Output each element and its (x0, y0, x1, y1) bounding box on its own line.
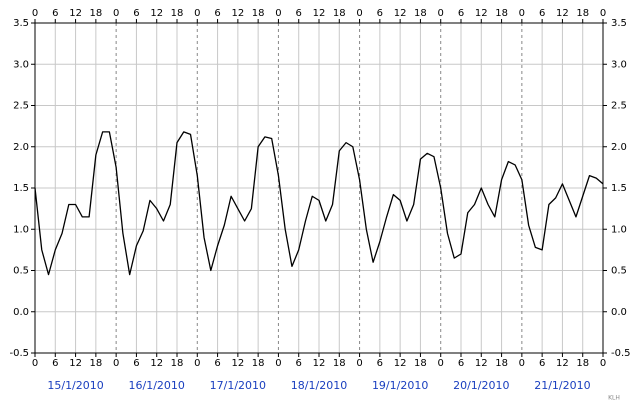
x-tick-label: 12 (313, 8, 326, 19)
x-tick-label: 18 (89, 8, 102, 19)
x-tick-label: 18 (252, 8, 265, 19)
x-tick-label: 18 (171, 8, 184, 19)
x-tick-label: 6 (214, 358, 220, 369)
x-tick-label: 0 (194, 358, 200, 369)
x-tick-label: 12 (69, 358, 82, 369)
x-tick-label: 6 (296, 358, 302, 369)
x-tick-label: 6 (52, 358, 58, 369)
day-label: 15/1/2010 (47, 379, 103, 392)
x-tick-label: 12 (556, 8, 569, 19)
y-tick-label: 2.0 (13, 142, 29, 153)
x-tick-label: 6 (214, 8, 220, 19)
y-tick-label: 2.5 (611, 101, 627, 112)
x-tick-label: 0 (194, 8, 200, 19)
y-tick-label: 1.5 (611, 183, 627, 194)
x-tick-label: 0 (519, 8, 525, 19)
day-label: 19/1/2010 (372, 379, 428, 392)
x-tick-label: 18 (89, 358, 102, 369)
x-tick-label: 18 (414, 358, 427, 369)
x-tick-label: 18 (495, 8, 508, 19)
x-tick-label: 18 (333, 358, 346, 369)
x-tick-label: 6 (539, 8, 545, 19)
x-tick-label: 0 (356, 358, 362, 369)
x-tick-label: 12 (394, 8, 407, 19)
day-label: 21/1/2010 (534, 379, 590, 392)
day-label: 20/1/2010 (453, 379, 509, 392)
x-tick-label: 12 (394, 358, 407, 369)
x-tick-label: 12 (69, 8, 82, 19)
x-tick-label: 0 (275, 8, 281, 19)
x-tick-label: 6 (52, 8, 58, 19)
y-tick-label: 3.5 (611, 18, 627, 29)
x-tick-label: 6 (458, 8, 464, 19)
x-tick-label: 12 (150, 358, 163, 369)
x-tick-label: 12 (475, 8, 488, 19)
y-tick-label: 1.5 (13, 183, 29, 194)
day-label: 18/1/2010 (291, 379, 347, 392)
y-tick-label: 1.0 (611, 224, 627, 235)
y-tick-label: 0.0 (13, 307, 29, 318)
x-tick-label: 0 (600, 8, 606, 19)
x-tick-label: 0 (356, 8, 362, 19)
x-tick-label: 18 (495, 358, 508, 369)
x-tick-label: 18 (171, 358, 184, 369)
x-tick-label: 6 (377, 8, 383, 19)
day-label: 17/1/2010 (210, 379, 266, 392)
y-tick-label: -0.5 (611, 348, 631, 359)
y-tick-label: 2.5 (13, 101, 29, 112)
x-tick-label: 0 (32, 8, 38, 19)
x-tick-label: 0 (519, 358, 525, 369)
x-tick-label: 0 (438, 8, 444, 19)
x-tick-label: 18 (576, 358, 589, 369)
x-tick-label: 18 (252, 358, 265, 369)
x-tick-label: 6 (133, 8, 139, 19)
day-label: 16/1/2010 (129, 379, 185, 392)
y-tick-label: 0.0 (611, 307, 627, 318)
x-tick-label: 0 (113, 8, 119, 19)
x-tick-label: 18 (576, 8, 589, 19)
x-tick-label: 0 (32, 358, 38, 369)
x-tick-label: 12 (231, 8, 244, 19)
tide-line (34, 131, 604, 276)
x-tick-label: 12 (313, 358, 326, 369)
y-tick-label: 0.5 (611, 266, 627, 277)
y-tick-label: 3.5 (13, 18, 29, 29)
x-tick-label: 6 (133, 358, 139, 369)
y-tick-label: 3.0 (13, 59, 29, 70)
x-tick-label: 6 (458, 358, 464, 369)
x-tick-label: 6 (539, 358, 545, 369)
x-tick-label: 18 (333, 8, 346, 19)
y-tick-label: 2.0 (611, 142, 627, 153)
x-tick-label: 0 (438, 358, 444, 369)
y-tick-label: 1.0 (13, 224, 29, 235)
x-tick-label: 6 (377, 358, 383, 369)
x-tick-label: 0 (113, 358, 119, 369)
x-tick-label: 12 (475, 358, 488, 369)
x-tick-label: 0 (600, 358, 606, 369)
x-tick-label: 12 (150, 8, 163, 19)
x-tick-label: 12 (231, 358, 244, 369)
x-tick-label: 18 (414, 8, 427, 19)
x-tick-label: 12 (556, 358, 569, 369)
x-tick-label: 0 (275, 358, 281, 369)
credit: KLH (608, 395, 620, 402)
x-tick-label: 6 (296, 8, 302, 19)
y-tick-label: 0.5 (13, 266, 29, 277)
y-tick-label: -0.5 (9, 348, 29, 359)
y-tick-label: 3.0 (611, 59, 627, 70)
